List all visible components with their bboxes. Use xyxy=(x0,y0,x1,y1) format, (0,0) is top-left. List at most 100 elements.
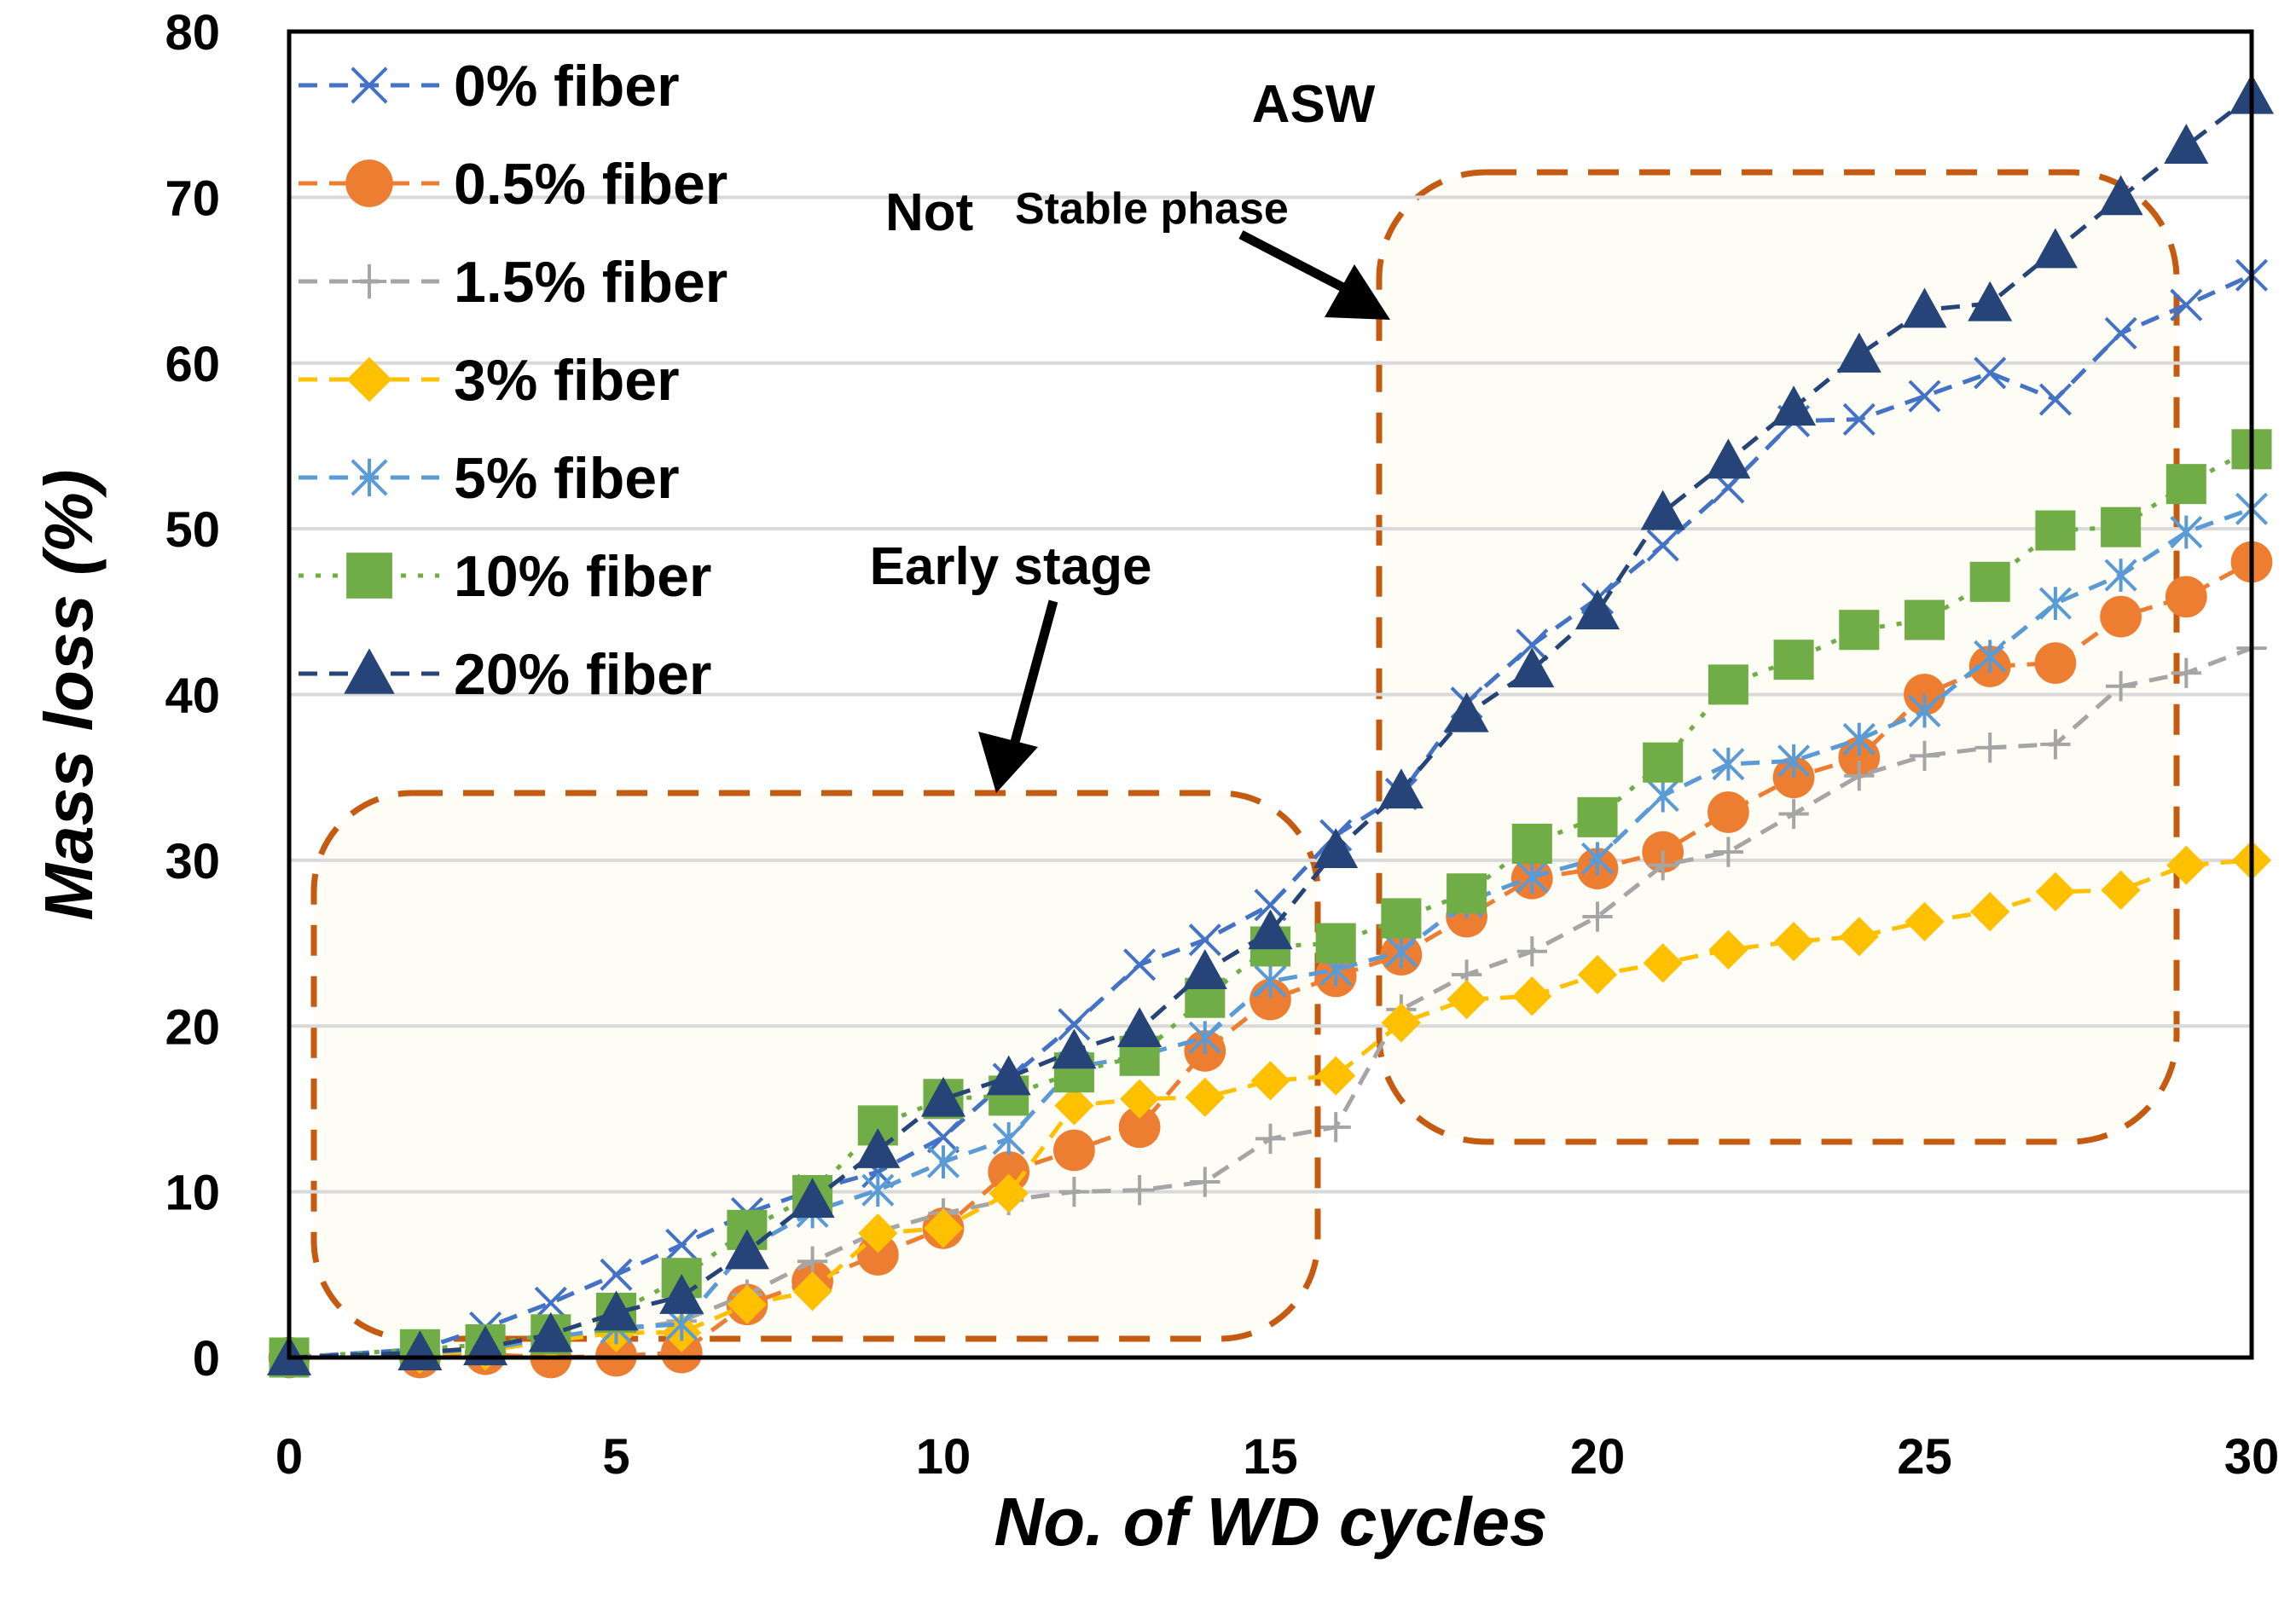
y-tick-label: 10 xyxy=(165,1166,220,1221)
data-point-1-5pct-fiber xyxy=(1648,850,1679,881)
data-point-0pct-fiber xyxy=(2038,383,2072,416)
data-point-0pct-fiber xyxy=(665,1228,699,1261)
data-point-20pct-fiber xyxy=(1378,768,1423,809)
legend: 0% fiber 0.5% fiber 1.5% fiber 3% fiber 5% f… xyxy=(299,54,728,707)
series-line-0pct-fiber xyxy=(288,273,2253,1360)
legend-marker xyxy=(351,458,388,497)
data-point-1-5pct-fiber xyxy=(1844,761,1875,791)
data-point-1-5pct-fiber xyxy=(1058,1176,1090,1207)
legend-entry-20pct-fiber: 20% fiber xyxy=(299,642,711,707)
legend-marker xyxy=(346,553,392,599)
data-point-1-5pct-fiber xyxy=(797,1246,828,1277)
x-tick-label: 30 xyxy=(2224,1429,2280,1485)
data-point-10pct-fiber xyxy=(1773,640,1814,680)
data-point-10pct-fiber xyxy=(1643,742,1684,783)
data-point-10pct-fiber xyxy=(1315,923,1356,964)
legend-label: 0.5% fiber xyxy=(454,152,728,217)
data-point-3pct-fiber xyxy=(989,1173,1029,1213)
data-point-20pct-fiber xyxy=(1836,332,1881,373)
data-point-3pct-fiber xyxy=(1054,1086,1094,1126)
data-point-0pct-fiber xyxy=(1188,923,1221,957)
legend-entry-0pct-fiber: 0% fiber xyxy=(299,54,680,119)
data-point-0-5pct-fiber xyxy=(1708,791,1749,833)
data-point-5pct-fiber xyxy=(992,1122,1025,1155)
data-point-3pct-fiber xyxy=(792,1271,832,1311)
data-point-20pct-fiber xyxy=(528,1311,573,1352)
data-point-0-5pct-fiber xyxy=(1118,1106,1161,1149)
legend-marker xyxy=(345,159,393,207)
data-point-3pct-fiber xyxy=(1905,901,1945,941)
data-point-3pct-fiber xyxy=(923,1208,964,1248)
data-point-20pct-fiber xyxy=(1117,1007,1162,1047)
data-point-1-5pct-fiber xyxy=(1516,936,1547,967)
y-tick-label: 30 xyxy=(165,834,220,889)
legend-marker xyxy=(346,356,392,402)
data-point-0pct-fiber xyxy=(1123,948,1157,981)
y-tick-label: 20 xyxy=(165,999,220,1055)
data-point-3pct-fiber xyxy=(1185,1077,1225,1117)
data-point-3pct-fiber xyxy=(1839,917,1879,957)
data-point-3pct-fiber xyxy=(2035,871,2075,912)
data-point-20pct-fiber xyxy=(2032,228,2078,269)
legend-entry-5pct-fiber: 5% fiber xyxy=(299,446,680,511)
data-point-3pct-fiber xyxy=(1250,1061,1290,1101)
series-3pct-fiber xyxy=(269,840,2272,1378)
data-point-10pct-fiber xyxy=(2166,464,2206,505)
data-point-1-5pct-fiber xyxy=(2105,671,2137,702)
legend-label: 10% fiber xyxy=(454,544,711,609)
data-point-20pct-fiber xyxy=(1771,385,1817,426)
data-point-3pct-fiber xyxy=(1512,976,1552,1016)
legend-entry-1-5pct-fiber: 1.5% fiber xyxy=(299,250,728,315)
data-point-5pct-fiber xyxy=(1974,640,2007,674)
data-point-10pct-fiber xyxy=(1708,664,1748,705)
data-point-0-5pct-fiber xyxy=(1904,674,1945,715)
data-point-20pct-fiber xyxy=(594,1290,639,1331)
data-point-10pct-fiber xyxy=(1447,873,1487,914)
arrow-to-early-stage xyxy=(978,599,1058,793)
legend-entry-0-5pct-fiber: 0.5% fiber xyxy=(299,152,728,217)
data-point-20pct-fiber xyxy=(1968,281,2013,321)
data-point-3pct-fiber xyxy=(858,1213,898,1254)
data-point-3pct-fiber xyxy=(1577,954,1618,995)
data-point-1-5pct-fiber xyxy=(2040,729,2071,760)
legend-marker xyxy=(344,648,395,694)
series-line-5pct-fiber xyxy=(288,507,2253,1360)
plot-area-frame xyxy=(287,29,2254,1360)
series-20pct-fiber xyxy=(266,73,2275,1375)
data-point-20pct-fiber xyxy=(790,1178,835,1219)
data-point-0-5pct-fiber xyxy=(856,1234,899,1276)
data-point-5pct-fiber xyxy=(1580,842,1615,876)
data-point-5pct-fiber xyxy=(1908,694,1941,728)
y-tick-label: 60 xyxy=(165,337,220,392)
data-point-5pct-fiber xyxy=(1188,1021,1221,1055)
annotation-not: Not xyxy=(885,183,973,242)
data-point-5pct-fiber xyxy=(1516,860,1549,894)
data-point-0pct-fiber xyxy=(534,1286,567,1319)
data-point-0pct-fiber xyxy=(1516,628,1549,662)
arrow-to-stable-phase xyxy=(1238,230,1390,320)
legend-marker xyxy=(351,263,387,299)
data-point-0pct-fiber xyxy=(1646,529,1679,562)
data-point-0pct-fiber xyxy=(2170,288,2203,321)
data-point-3pct-fiber xyxy=(1381,1003,1421,1043)
series-line-20pct-fiber xyxy=(288,94,2253,1360)
data-point-20pct-fiber xyxy=(1510,647,1555,688)
data-point-5pct-fiber xyxy=(2104,559,2137,592)
x-axis-title: No. of WD cycles xyxy=(994,1484,1547,1560)
data-point-1-5pct-fiber xyxy=(1974,732,2005,763)
data-point-0-5pct-fiber xyxy=(2100,595,2142,638)
data-point-20pct-fiber xyxy=(724,1229,769,1270)
legend-label: 3% fiber xyxy=(454,348,680,413)
early-stage-region xyxy=(310,790,1321,1342)
data-point-20pct-fiber xyxy=(463,1325,508,1366)
data-point-1-5pct-fiber xyxy=(1320,1112,1351,1143)
y-tick-label: 80 xyxy=(165,5,220,61)
data-point-5pct-fiber xyxy=(1384,935,1418,969)
data-point-10pct-fiber xyxy=(1511,823,1552,864)
data-point-20pct-fiber xyxy=(920,1076,966,1117)
data-point-0-5pct-fiber xyxy=(1772,756,1815,799)
data-point-1-5pct-fiber xyxy=(1190,1167,1220,1197)
data-point-3pct-fiber xyxy=(2166,845,2206,885)
data-point-10pct-fiber xyxy=(1381,898,1422,939)
